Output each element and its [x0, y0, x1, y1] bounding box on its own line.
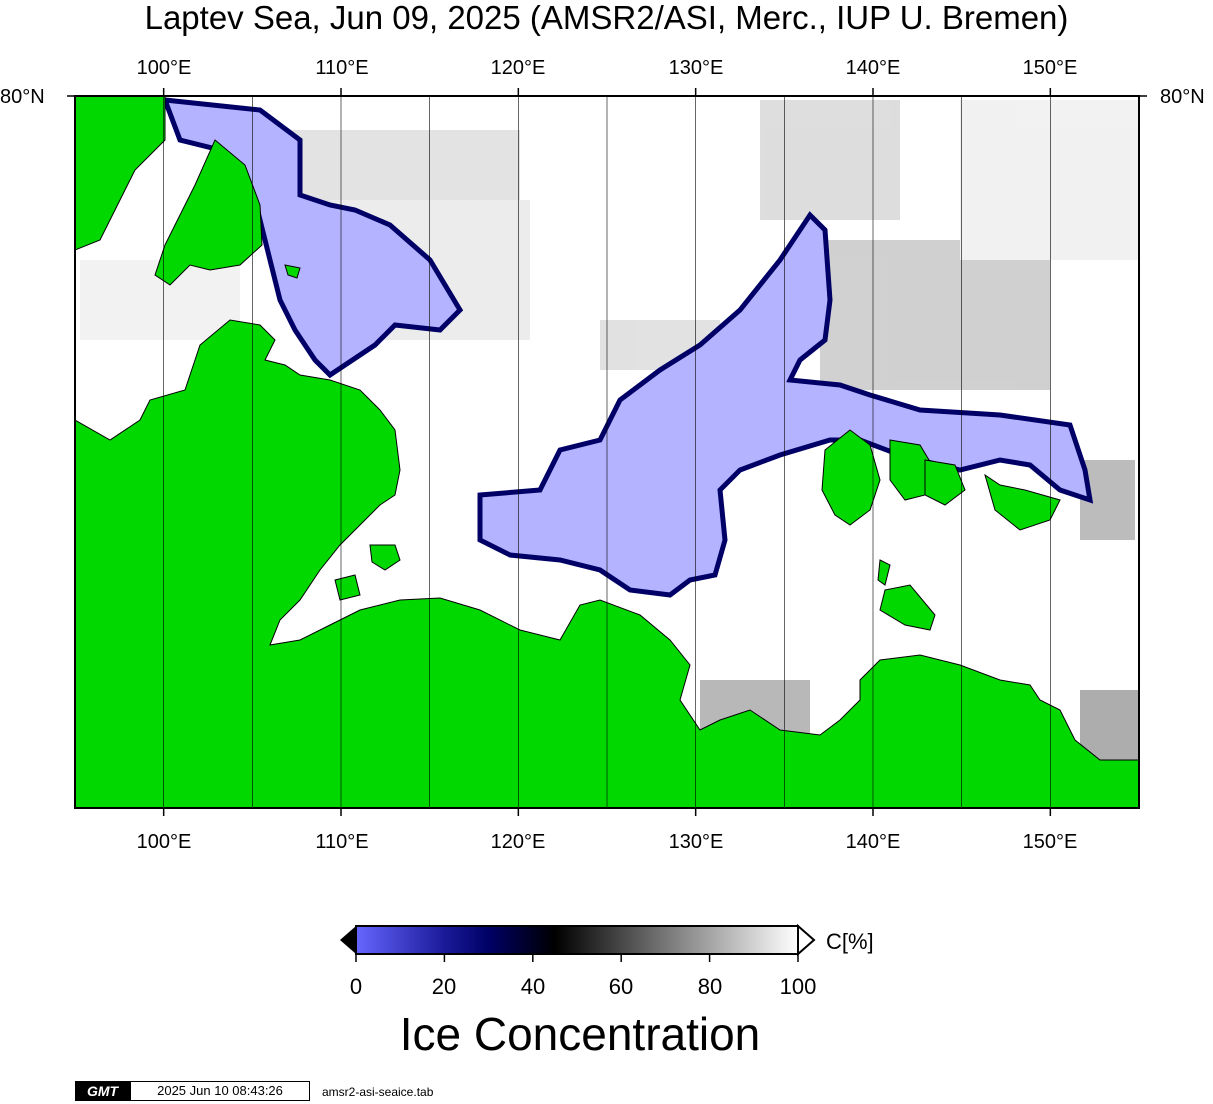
- lon-label-bottom-100: 100°E: [136, 831, 192, 853]
- island-small-west: [369, 544, 401, 571]
- colorbar-high-triangle: [797, 923, 816, 957]
- gmt-logo: GMT: [75, 1081, 130, 1101]
- lon-label-top-100: 100°E: [136, 57, 192, 79]
- lon-label-top-140: 140°E: [845, 57, 901, 79]
- island-severnaya-zemlya: [75, 96, 166, 251]
- gmt-timestamp: 2025 Jun 10 08:43:26: [130, 1081, 310, 1101]
- gmt-filename: amsr2-asi-seaice.tab: [322, 1085, 434, 1099]
- map-frame: [74, 95, 1140, 809]
- colorbar-gradient: [355, 925, 799, 955]
- island-small-3: [284, 264, 301, 279]
- lon-label-bottom-150: 150°E: [1022, 831, 1078, 853]
- graticule: [163, 96, 1051, 808]
- lon-label-top-120: 120°E: [490, 57, 546, 79]
- colorbar-low-triangle: [340, 926, 356, 954]
- lon-label-top-150: 150°E: [1022, 57, 1078, 79]
- island-lyakhovsky: [879, 584, 936, 631]
- lat-label-left: 80°N: [0, 86, 45, 108]
- lon-label-bottom-140: 140°E: [845, 831, 901, 853]
- island-new-siberia: [924, 459, 966, 506]
- colorbar-tick-60: 60: [608, 974, 634, 999]
- colorbar: [340, 923, 816, 962]
- lon-label-bottom-110: 110°E: [315, 831, 369, 853]
- colorbar-tick-20: 20: [431, 974, 457, 999]
- drift-ice-patches: [80, 100, 1139, 760]
- colorbar-unit: C[%]: [826, 929, 874, 954]
- island-small-2: [334, 574, 361, 601]
- map-title: Laptev Sea, Jun 09, 2025 (AMSR2/ASI, Mer…: [144, 0, 1069, 36]
- colorbar-tick-80: 80: [697, 974, 723, 999]
- island-stolbovoy: [877, 559, 891, 586]
- island-bolshevik: [154, 139, 263, 286]
- frame-ticks: [67, 88, 1147, 816]
- lon-label-bottom-120: 120°E: [490, 831, 546, 853]
- colorbar-title: Ice Concentration: [399, 1008, 761, 1060]
- island-kotelny: [821, 429, 881, 526]
- lon-label-bottom-130: 130°E: [668, 831, 724, 853]
- colorbar-tick-0: 0: [349, 974, 363, 999]
- island-bennett: [984, 473, 1061, 531]
- colorbar-tick-100: 100: [779, 974, 817, 999]
- lat-label-right: 80°N: [1160, 86, 1205, 108]
- lon-label-top-130: 130°E: [668, 57, 724, 79]
- lon-label-top-110: 110°E: [315, 57, 369, 79]
- colorbar-tick-40: 40: [520, 974, 546, 999]
